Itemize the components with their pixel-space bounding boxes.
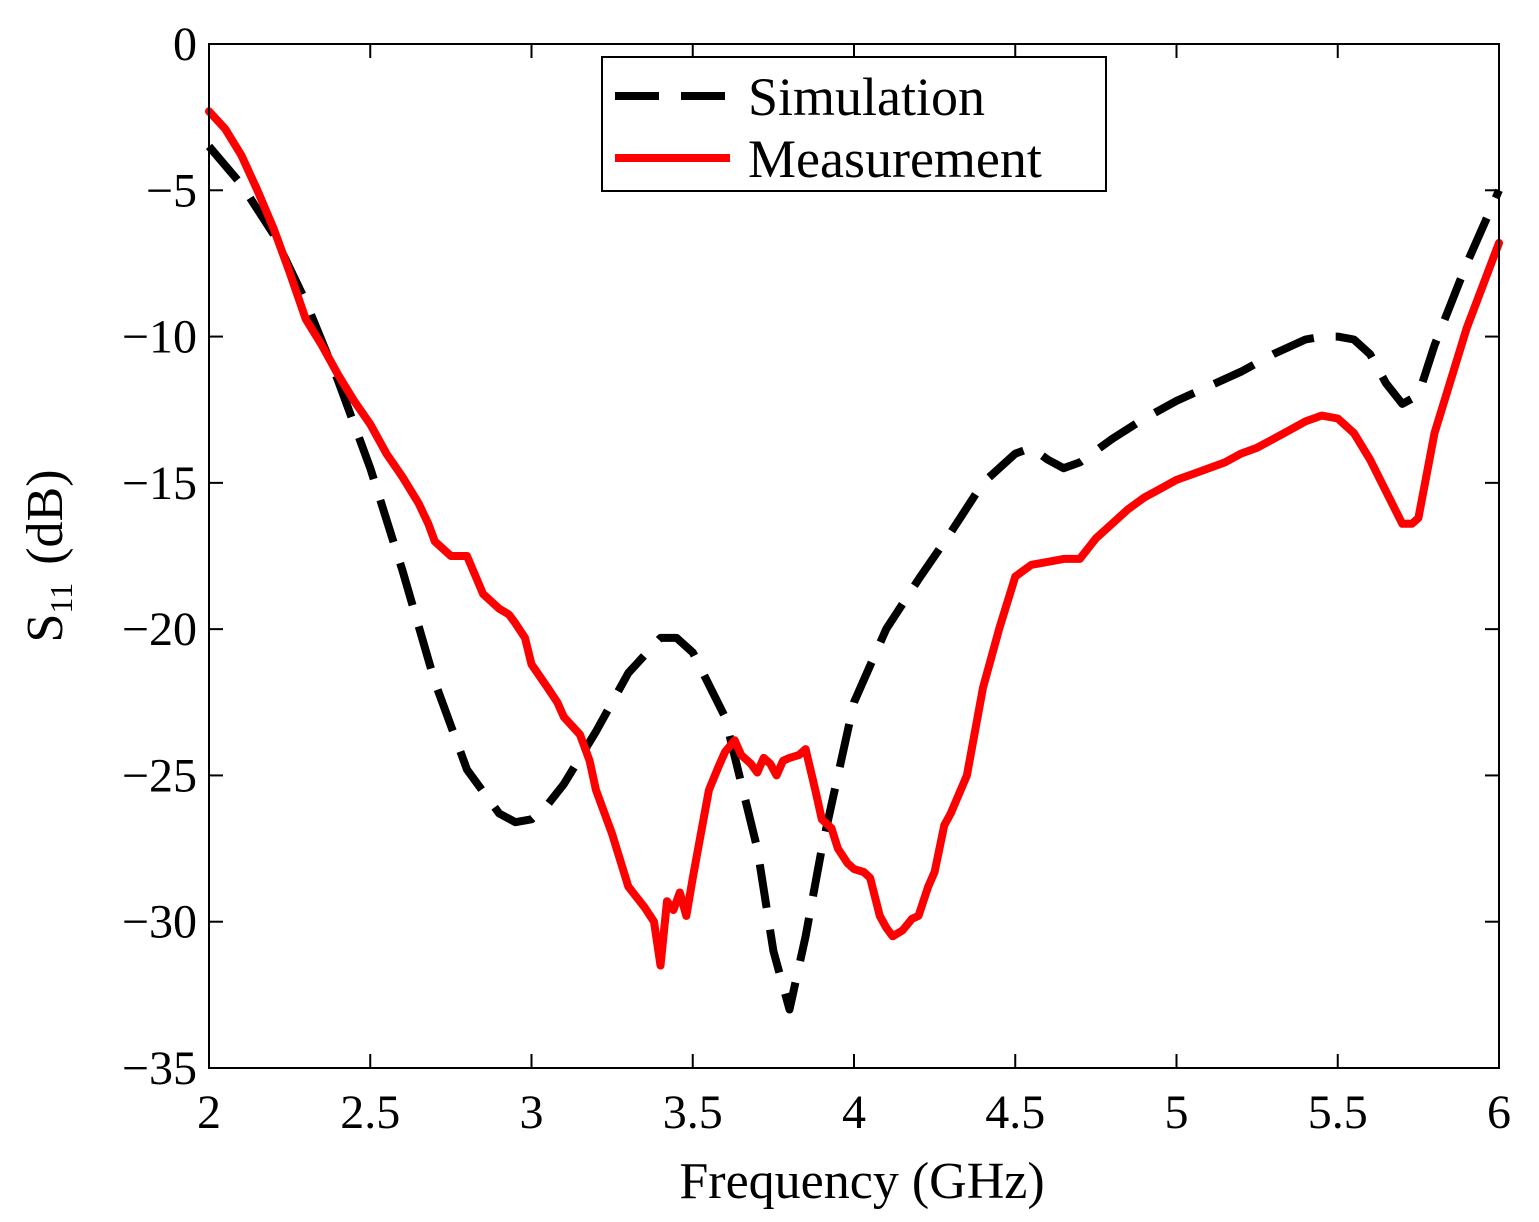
tick-layer: 2 2.5 3 3.5 4 4.5 5 5.5 6 0 −5 −10 −15 −20 −25 −30 −35	[122, 18, 1511, 1139]
x-tick-label-1: 2.5	[340, 1086, 400, 1139]
y-axis-title-main: S	[17, 614, 74, 643]
x-tick-label-5: 4.5	[985, 1086, 1045, 1139]
y-tick-label-4: −20	[122, 603, 197, 656]
plot-background	[209, 44, 1499, 1068]
y-axis-title-sub: 11	[43, 583, 79, 614]
x-axis-title: Frequency (GHz)	[679, 1153, 1044, 1210]
legend-label-simulation: Simulation	[748, 67, 985, 127]
y-tick-label-5: −25	[122, 749, 197, 802]
x-tick-label-6: 5	[1165, 1086, 1189, 1139]
y-axis-title-unit: (dB)	[17, 469, 74, 564]
series-layer	[205, 107, 1503, 1014]
y-axis-title: S11 (dB)	[17, 469, 79, 642]
y-tick-label-2: −10	[122, 311, 197, 364]
x-tick-label-2: 3	[520, 1086, 544, 1139]
series-line-measurement	[205, 107, 1503, 970]
svg-text:S11(dB): S11 (dB)	[17, 469, 79, 642]
y-tick-label-3: −15	[122, 457, 197, 510]
x-tick-label-7: 5.5	[1308, 1086, 1368, 1139]
y-tick-label-0: 0	[173, 18, 197, 71]
x-tick-label-4: 4	[842, 1086, 866, 1139]
y-tick-label-6: −30	[122, 896, 197, 949]
x-tick-label-0: 2	[197, 1086, 221, 1139]
x-tick-label-8: 6	[1487, 1086, 1511, 1139]
series-line-simulation	[205, 143, 1503, 1014]
y-tick-label-7: −35	[122, 1042, 197, 1095]
y-tick-label-1: −5	[146, 164, 197, 217]
x-tick-label-3: 3.5	[663, 1086, 723, 1139]
legend: Simulation Measurement	[601, 56, 1107, 192]
legend-box	[601, 56, 1107, 192]
legend-label-measurement: Measurement	[748, 129, 1042, 189]
